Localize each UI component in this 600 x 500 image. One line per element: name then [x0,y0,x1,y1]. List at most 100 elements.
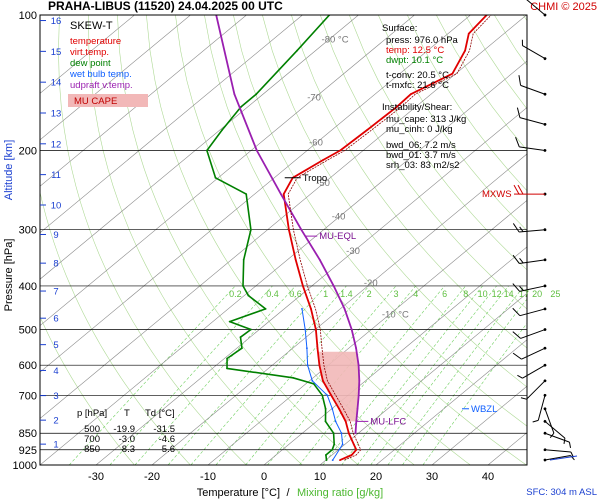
x-axis-mixing-label: Mixing ratio [g/kg] [297,487,383,499]
data-point [241,347,243,350]
data-point [312,382,315,385]
data-point [318,258,321,261]
data-point [302,285,304,287]
isotherm-line [40,15,135,94]
wind-barb [517,363,547,379]
y-axis-altitude-label: Altitude [km] [3,140,15,201]
altitude-tick-label: 6 [53,314,58,325]
legend-item-virt-temp: virt.temp. [70,47,109,58]
altitude-tick-label: 12 [51,139,62,150]
chart-title: PRAHA-LIBUS (11520) 24.04.2025 00 UTC [48,0,283,13]
mixing-ratio-label: 3 [394,289,399,299]
wind-barb-full [512,283,520,292]
data-point [339,459,341,461]
series-line-udpraft-v-temp- [215,15,361,434]
data-point [356,407,359,410]
annotation-mxws: MXWS [482,189,520,200]
temperature-tick-label: -20 [144,471,160,483]
isotherm-line [375,339,527,465]
mixing-ratio-label: 8 [463,289,468,299]
table-cell: 850 [84,444,100,455]
altitude-tick-label: 1 [53,440,58,451]
isotherm-line [319,292,527,465]
wind-barb-staff [519,285,546,292]
annotation-tropo: Tropo [284,173,327,184]
cape-area [317,351,360,422]
x-axis-temperature-label: Temperature [°C] [197,487,280,499]
wind-barb-full [517,184,524,195]
data-point [226,357,229,360]
data-point [333,443,336,446]
data-point [311,379,314,382]
data-point [239,336,242,339]
isotherm-line [40,15,527,419]
isotherm-line [40,60,527,465]
data-point [300,228,303,231]
data-point [331,407,334,410]
instability-mu-cinh: mu_cinh: 0 J/kg [386,124,453,135]
wind-barb-staff [526,380,546,400]
pressure-tick-label: 700 [19,390,37,402]
wind-barb-half [568,442,572,448]
dry-adiabat-line [552,15,600,465]
data-point [316,347,319,350]
altitude-tick-label: 2 [53,416,58,427]
temperature-tick-label: -10 [200,471,216,483]
data-point [226,367,228,370]
dry-adiabat-line [262,15,527,388]
mixing-ratio-label: 10 [478,289,488,299]
data-point [325,459,328,461]
data-point [247,294,250,297]
wind-barb [515,137,547,152]
data-point [357,394,360,397]
data-point [322,379,324,382]
data-point [250,328,252,331]
altitude-tick-label: 5 [53,340,58,351]
data-point [354,432,357,435]
isotherm-line [40,15,415,327]
surface-dwpt: dwpt: 10.1 °C [386,55,443,66]
surface-info: Surface: press: 976.0 hPa temp: 12.5 °C … [382,23,459,91]
mu-eql-label: MU-EQL [319,231,356,242]
data-point [352,443,355,446]
dry-adiabat-line [378,15,527,231]
wind-barb-staff [519,308,546,317]
wind-barb [512,283,547,292]
data-point [331,459,334,461]
dry-adiabat-line [146,15,415,465]
wind-barb-staff [544,408,555,434]
wind-barb-staff [519,117,546,125]
pressure-tick-label: 200 [19,145,37,157]
data-point [280,193,282,196]
wind-barb-full [518,75,522,86]
wind-barb [516,107,547,126]
data-point [245,193,248,196]
altitude-tick-label: 16 [51,16,62,27]
wind-barb-full [513,184,520,195]
data-point [332,432,335,435]
data-point [326,394,329,397]
data-point [332,285,335,287]
mixing-ratio-label: 2 [367,289,372,299]
data-point [288,228,290,231]
table-cell: 500 [84,424,100,435]
isotherm-label: -70 [307,93,321,104]
data-point [347,432,350,435]
mixing-ratio-line [68,285,236,465]
instability-bwd06: bwd_06: 7.2 m/s [386,140,456,151]
data-point [325,454,327,456]
profile-lines [206,15,492,461]
data-point [242,285,244,287]
isotherm-label: -40 [332,212,346,223]
wind-barb-staff [544,449,571,453]
dry-adiabat-line [349,15,527,271]
table-header-td: Td [°C] [145,408,175,419]
axes: -80 °C -70 -60 -50 -40 -30 -20 -10 °C 0.2 0.4 0.6 1… [13,10,561,483]
mixing-ratio-label: 0.6 [289,289,302,299]
surface-title: Surface: [382,23,417,34]
data-point [366,129,369,131]
data-point [324,420,327,423]
altitude-tick-label: 8 [53,259,58,270]
wind-barb [543,431,572,448]
data-point [255,149,258,152]
